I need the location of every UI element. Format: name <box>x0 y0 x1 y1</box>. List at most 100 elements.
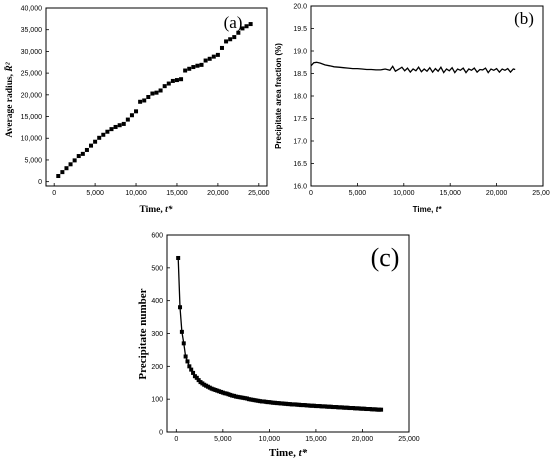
chart-b-frame <box>310 5 544 187</box>
chart-a-ytick-label: 10,000 <box>21 136 43 143</box>
chart-a-data-point <box>154 90 159 95</box>
chart-b-ytick-label: 17.0 <box>293 139 307 146</box>
chart-a-data-point <box>129 113 134 118</box>
chart-c-data-point <box>183 354 188 359</box>
chart-a-panel-label: (a) <box>224 13 243 32</box>
chart-a-data-point <box>207 56 212 61</box>
chart-c-data-point <box>187 364 192 369</box>
chart-a-xtick-label: 20,000 <box>207 190 229 197</box>
chart-a-xtick-label: 25,000 <box>248 190 270 197</box>
chart-b-xtick-label: 5,000 <box>349 190 367 197</box>
chart-c-data-point <box>181 341 186 346</box>
chart-c-xtick-label: 0 <box>174 436 178 443</box>
chart-a-data-point <box>68 162 73 167</box>
chart-a-data-point <box>187 66 192 71</box>
chart-a-data-point <box>138 99 143 104</box>
chart-c-xlabel: Time, t* <box>269 447 308 459</box>
chart-c-ytick-label: 600 <box>151 233 163 240</box>
chart-b-xtick-label: 15,000 <box>439 190 461 197</box>
chart-a-data-point <box>211 54 216 59</box>
chart-c-data-point <box>191 370 196 375</box>
chart-c-xtick-label: 10,000 <box>259 436 281 443</box>
chart-b-ticks: 0 5,000 10,000 15,000 20,000 25,000 16.0 16.5 17… <box>293 4 550 198</box>
chart-b-ytick-label: 19.0 <box>293 49 307 56</box>
chart-a-xlabel: Time, t* <box>139 204 172 215</box>
chart-a-data-point <box>56 174 61 179</box>
chart-a-data-point <box>248 22 253 27</box>
chart-a-data-point <box>150 91 155 96</box>
chart-a-ticks: 0 5,000 10,000 15,000 20,000 25,000 0 5,000 10,0… <box>21 6 270 198</box>
chart-a-data-point <box>203 58 208 63</box>
chart-c-xtick-label: 25,000 <box>398 436 420 443</box>
chart-b-xlabel: Time, t* <box>413 205 443 214</box>
chart-c-xtick-label: 20,000 <box>352 436 374 443</box>
chart-c-ytick-label: 0 <box>159 430 163 437</box>
chart-a-data-point <box>109 127 114 132</box>
chart-a-data-point <box>64 166 69 171</box>
chart-a-ylabel: Average radius, R̄² <box>4 61 15 137</box>
chart-a-data-point <box>158 88 163 93</box>
chart-c-data-point <box>185 359 190 364</box>
chart-a-marks <box>56 22 253 179</box>
chart-a-data-point <box>93 139 98 144</box>
chart-c-ylabel: Precipitate number <box>137 288 149 379</box>
chart-b-ytick-label: 19.5 <box>293 26 307 33</box>
chart-a-ytick-label: 0 <box>38 179 42 186</box>
chart-c-panel-label: (c) <box>371 243 400 272</box>
chart-b-xtick-label: 10,000 <box>393 190 415 197</box>
chart-a-data-point <box>84 147 89 152</box>
chart-a-data-point <box>142 98 147 103</box>
chart-b-ytick-label: 16.0 <box>293 184 307 191</box>
chart-c-ytick-label: 300 <box>151 331 163 338</box>
chart-c-data-point <box>179 329 184 334</box>
chart-b-series-line <box>310 61 516 74</box>
chart-c-marks <box>176 255 384 412</box>
chart-a-data-point <box>240 26 245 31</box>
chart-a-data-point <box>179 77 184 82</box>
chart-a-data-point <box>76 154 81 159</box>
chart-c-data-point <box>178 305 183 310</box>
chart-c-ytick-label: 400 <box>151 298 163 305</box>
chart-a-data-point <box>170 78 175 83</box>
chart-a-data-point <box>191 65 196 70</box>
chart-a-data-point <box>101 132 106 137</box>
chart-a-data-point <box>162 84 167 89</box>
chart-a: 0 5,000 10,000 15,000 20,000 25,000 0 5,000 10,0… <box>4 6 270 216</box>
chart-a-data-point <box>80 151 85 156</box>
chart-a-data-point <box>134 109 139 114</box>
chart-a-xtick-label: 5,000 <box>86 190 104 197</box>
chart-a-ytick-label: 35,000 <box>21 27 43 34</box>
chart-a-frame <box>45 7 268 187</box>
chart-a-xtick-label: 10,000 <box>125 190 147 197</box>
chart-a-data-point <box>97 135 102 140</box>
chart-a-data-point <box>215 52 220 57</box>
chart-a-data-point <box>232 35 237 40</box>
chart-a-data-point <box>60 170 65 175</box>
chart-a-ytick-label: 30,000 <box>21 49 43 56</box>
chart-c-xtick-label: 5,000 <box>214 436 232 443</box>
chart-a-data-point <box>195 63 200 68</box>
chart-a-data-point <box>117 123 122 128</box>
chart-a-ytick-label: 25,000 <box>21 71 43 78</box>
chart-a-data-point <box>219 45 224 50</box>
chart-a-data-point <box>199 62 204 67</box>
chart-a-ytick-label: 20,000 <box>21 92 43 99</box>
chart-a-data-point <box>89 143 94 148</box>
chart-a-data-point <box>224 39 229 44</box>
chart-b-ylabel: Precipitate area fraction (%) <box>274 43 283 149</box>
chart-a-ytick-label: 5,000 <box>24 157 42 164</box>
chart-a-data-point <box>174 78 179 83</box>
chart-a-data-point <box>125 117 130 122</box>
chart-a-data-point <box>183 68 188 73</box>
chart-b: 0 5,000 10,000 15,000 20,000 25,000 16.0 16.5 17… <box>274 4 550 215</box>
chart-b-xtick-label: 0 <box>309 190 313 197</box>
chart-a-data-point <box>121 121 126 126</box>
chart-b-panel-label: (b) <box>514 9 534 28</box>
chart-c: 0 5,000 10,000 15,000 20,000 25,000 0 100 200 300… <box>137 233 420 460</box>
chart-c-ytick-label: 100 <box>151 397 163 404</box>
chart-c-data-point <box>379 407 384 412</box>
chart-b-marks <box>310 61 516 74</box>
chart-a-data-point <box>236 30 241 35</box>
chart-a-ytick-label: 15,000 <box>21 114 43 121</box>
